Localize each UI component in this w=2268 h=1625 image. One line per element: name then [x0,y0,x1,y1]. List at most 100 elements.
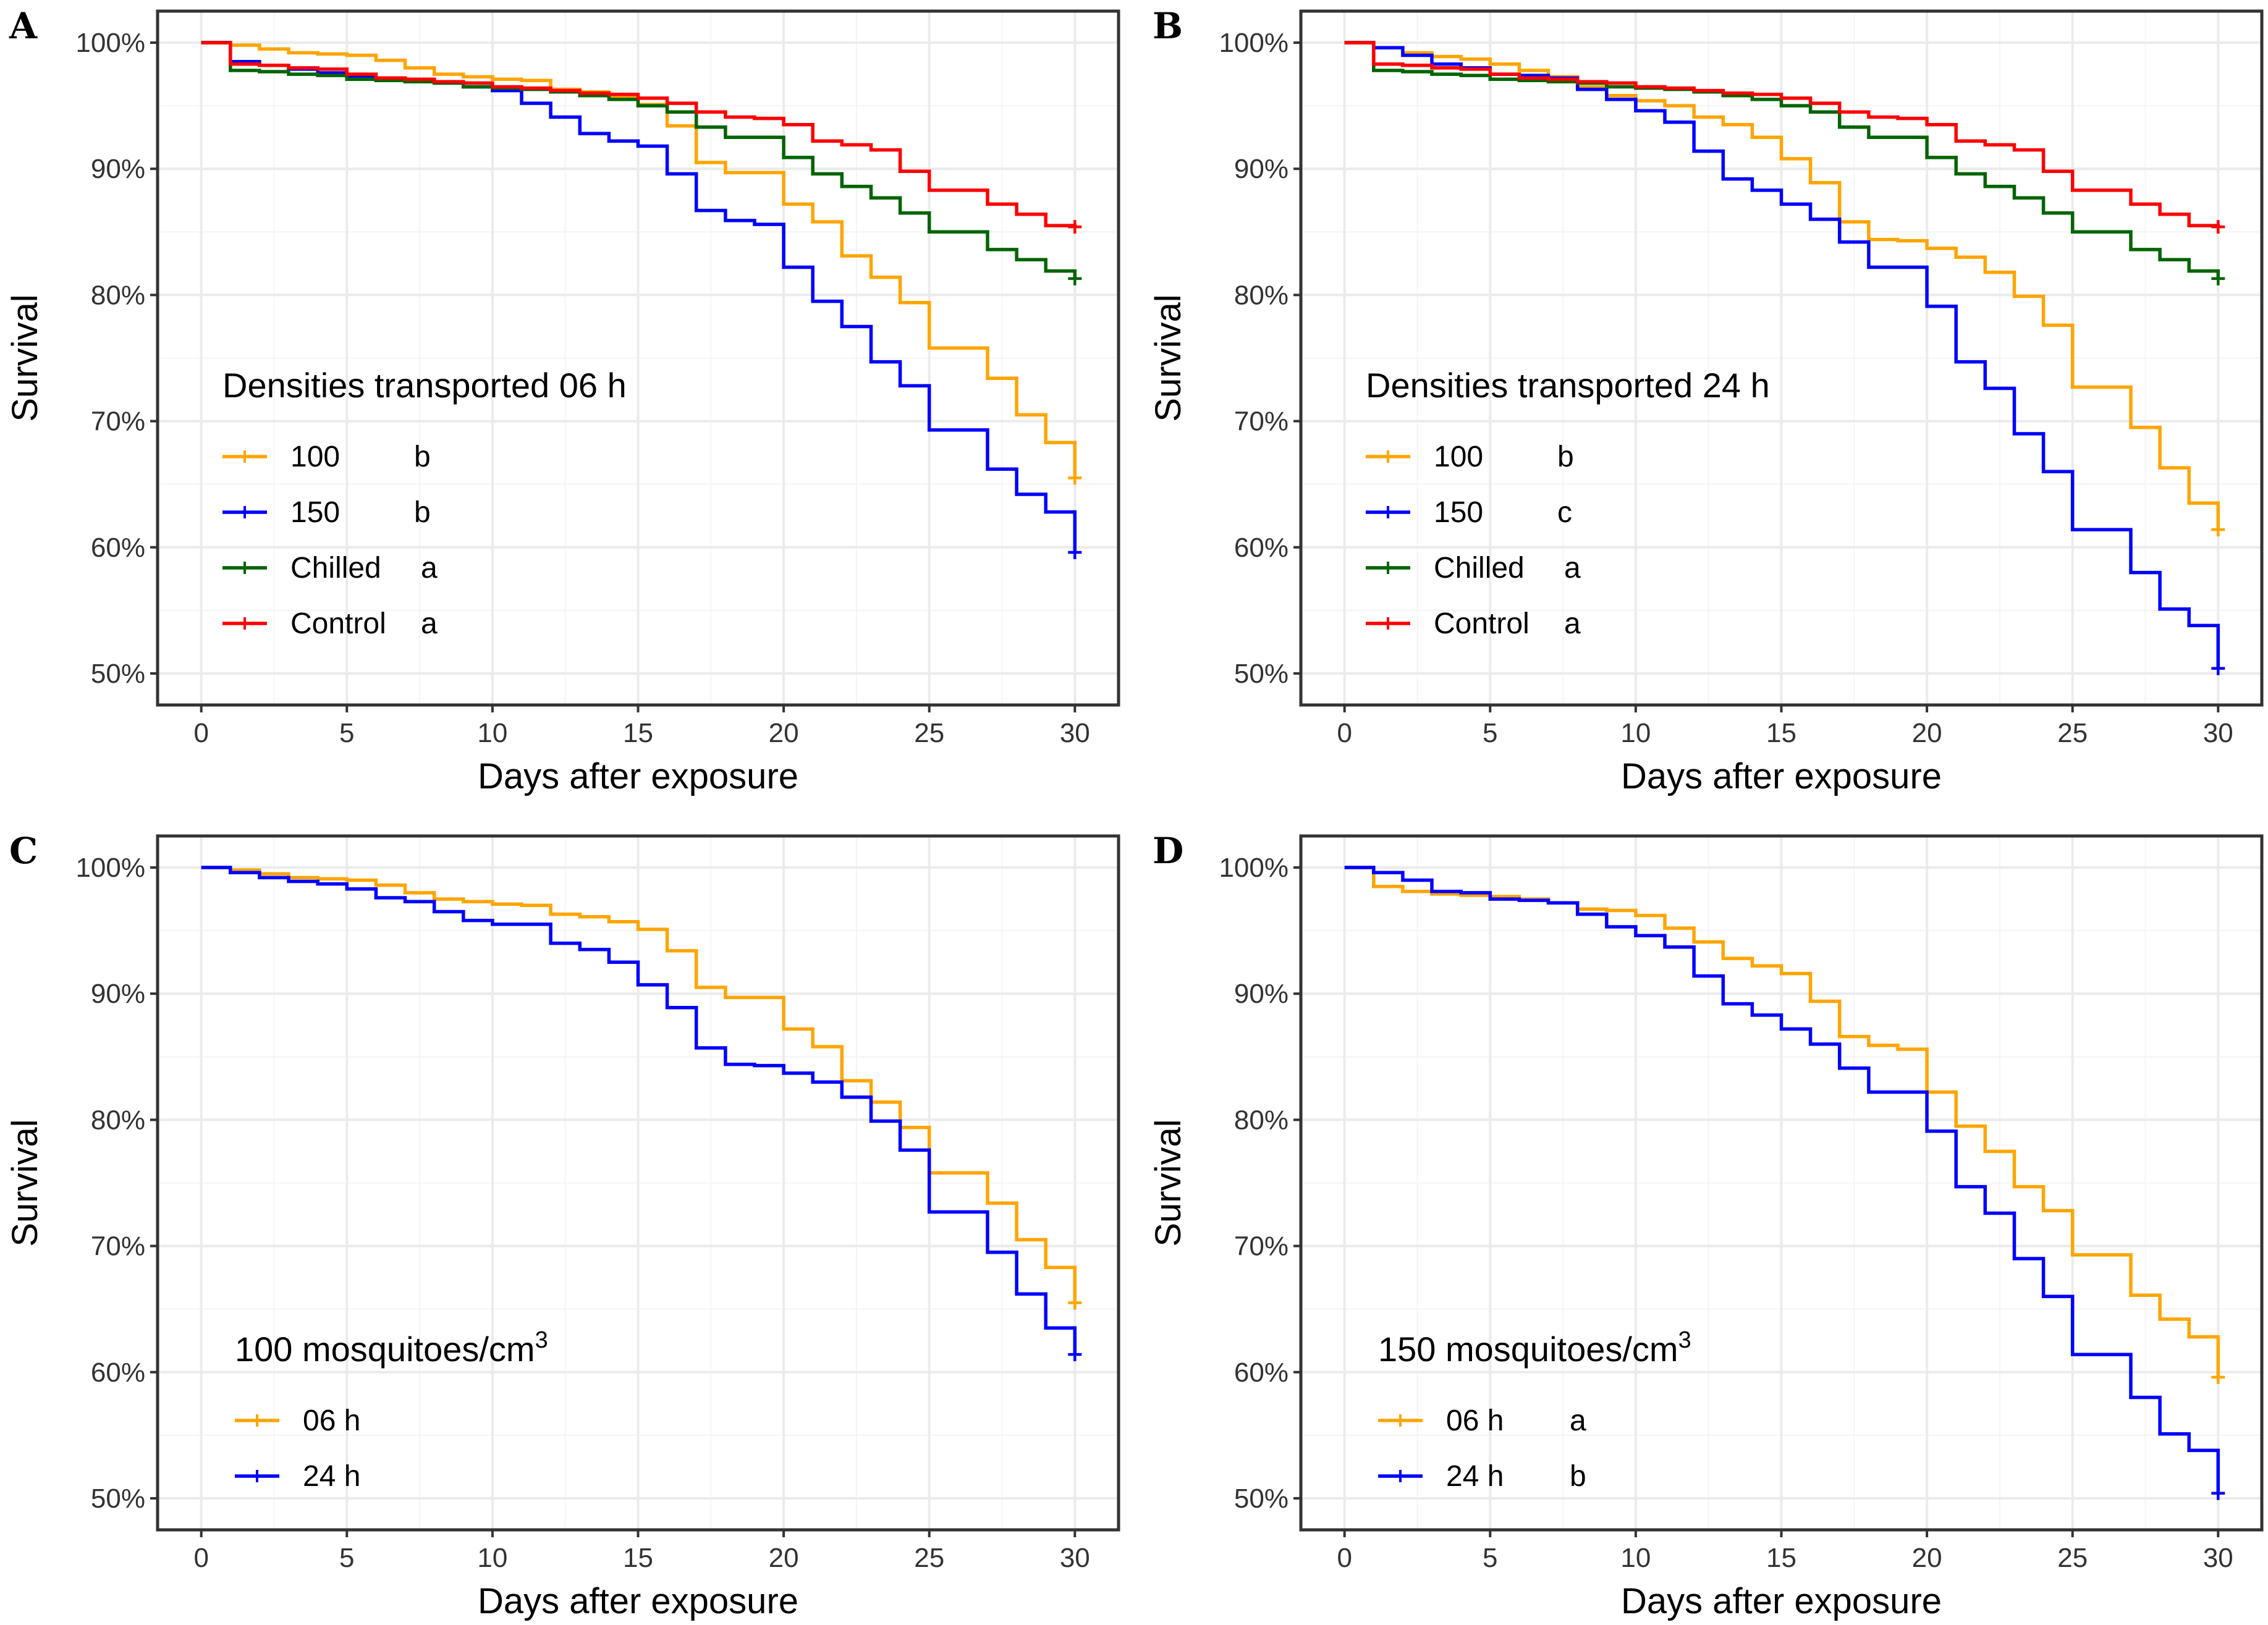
legend-label: 06 h [303,1404,360,1437]
legend-key-censor [251,1414,263,1427]
y-tick-label: 60% [91,1357,145,1388]
legend-label: 06 h [1446,1404,1504,1437]
legend-significance-letter: b [414,496,431,529]
x-tick-label: 15 [623,1543,653,1573]
x-tick-label: 30 [1060,1543,1090,1573]
x-tick-label: 25 [2057,718,2088,748]
y-tick-label: 50% [91,659,145,689]
x-tick-label: 0 [193,1543,208,1573]
x-tick-label: 5 [1483,1543,1497,1573]
y-tick-label: 50% [1234,1484,1288,1514]
legend-title-superscript: 3 [1678,1327,1691,1353]
legend-label: 100 [1434,441,1483,473]
censor-mark [2211,271,2225,285]
legend-title-superscript: 3 [535,1327,548,1353]
legend-label: Chilled [1434,552,1525,585]
x-axis-title: Days after exposure [1621,756,1942,796]
panel-c: 0 5 10 15 20 25 30 50% 60% 70% 80% 90% 100% Days afte… [5,830,1120,1621]
y-tick-label: 50% [91,1484,145,1514]
legend-label: 24 h [303,1460,360,1493]
y-axis-title: Survival [1148,1119,1188,1246]
legend-key-censor [239,450,251,463]
y-tick-label: 80% [1234,280,1288,310]
x-tick-label: 20 [1912,718,1942,748]
censor-mark [2211,220,2225,234]
censor-mark [2211,661,2225,675]
x-tick-label: 30 [2203,1543,2233,1573]
panel-b: 0 5 10 15 20 25 30 50% 60% 70% 80% 90% 100% Days afte… [1148,5,2264,796]
censor-mark [2211,1486,2225,1500]
legend-significance-letter: b [414,441,431,473]
y-tick-label: 100% [1219,28,1288,58]
y-tick-label: 90% [91,979,145,1009]
censor-mark [1068,471,1082,485]
x-tick-label: 25 [914,1543,944,1573]
censor-mark [1068,545,1082,559]
legend-significance-letter: b [1557,441,1574,473]
y-tick-label: 70% [1234,407,1288,437]
legend-key-censor [1382,450,1394,463]
panel-d: 0 5 10 15 20 25 30 50% 60% 70% 80% 90% 100% Days afte… [1148,830,2264,1621]
x-tick-label: 5 [1483,718,1497,748]
legend-label: Control [290,607,386,640]
y-tick-label: 70% [91,1231,145,1262]
y-tick-label: 60% [1234,533,1288,563]
x-tick-label: 10 [1620,1543,1651,1573]
x-tick-label: 20 [1912,1543,1942,1573]
legend-key-censor [251,1470,263,1482]
legend-significance-letter: a [1564,552,1581,585]
y-tick-label: 90% [91,154,145,184]
legend-key-censor [1382,562,1394,574]
y-axis-title: Survival [5,1119,45,1246]
x-tick-label: 10 [477,718,507,748]
series-line-24-h [1344,866,2220,1493]
legend: Densities transported 06 h 100 b 150 b Chille… [222,366,627,640]
legend-significance-letter: a [421,552,438,585]
legend-significance-letter: a [1564,607,1581,640]
series-line-100 [1344,41,2220,530]
x-tick-label: 20 [769,718,799,748]
series-line-control [201,41,1077,227]
legend-label: 100 [290,441,340,473]
legend: Densities transported 24 h 100 b 150 c Chille… [1366,366,1770,640]
y-tick-label: 80% [91,280,145,310]
y-tick-label: 90% [1234,154,1288,184]
y-tick-label: 50% [1234,659,1288,689]
legend-significance-letter: a [421,607,438,640]
y-tick-label: 70% [1234,1231,1288,1262]
legend-key-censor [1382,506,1394,518]
x-tick-label: 15 [623,718,653,748]
x-tick-label: 0 [1337,1543,1352,1573]
series-line-06-h [201,866,1077,1303]
series-line-24-h [201,866,1077,1355]
x-axis-title: Days after exposure [478,756,798,796]
panel-letter: A [9,5,38,47]
censor-mark [1068,271,1082,285]
legend-label: Control [1434,607,1530,640]
panel-letter: B [1153,5,1183,47]
legend-key-censor [239,617,251,630]
x-tick-label: 10 [1620,718,1651,748]
panel-a: 0 5 10 15 20 25 30 50% 60% 70% 80% 90% 100% Days afte… [5,5,1120,796]
y-tick-label: 100% [1219,853,1288,883]
y-tick-label: 80% [1234,1105,1288,1135]
legend-significance-letter: c [1557,496,1572,529]
legend-key-censor [239,506,251,518]
censor-mark [2211,1370,2225,1384]
x-tick-label: 30 [1060,718,1090,748]
series-line-control [1344,41,2220,227]
y-tick-label: 60% [1234,1357,1288,1388]
censor-mark [1068,1348,1082,1362]
legend-key-censor [1394,1470,1407,1482]
legend-title: Densities transported 06 h [222,366,627,405]
y-tick-label: 90% [1234,979,1288,1009]
legend-label: 150 [290,496,340,529]
y-tick-label: 70% [91,407,145,437]
x-tick-label: 0 [1337,718,1352,748]
y-tick-label: 100% [75,853,145,883]
x-axis-title: Days after exposure [1621,1581,1942,1621]
legend-key-censor [239,562,251,574]
panel-letter: C [9,830,38,872]
legend-label: 150 [1434,496,1483,529]
